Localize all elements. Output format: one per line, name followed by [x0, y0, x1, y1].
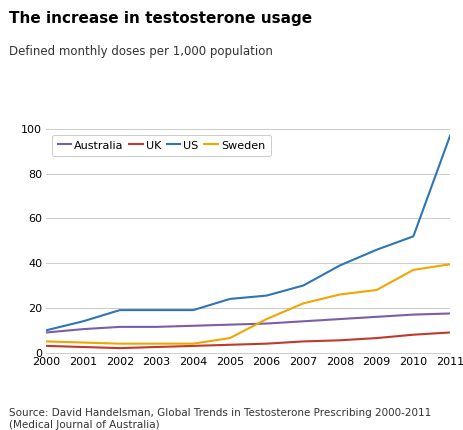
UK: [337, 338, 342, 343]
Australia: [263, 321, 269, 326]
UK: [446, 330, 452, 335]
Line: UK: UK: [46, 332, 449, 348]
Sweden: [263, 316, 269, 322]
Sweden: [80, 340, 86, 345]
Line: Australia: Australia: [46, 313, 449, 332]
Sweden: [117, 341, 122, 346]
US: [446, 133, 452, 138]
Australia: [410, 312, 415, 317]
Text: The increase in testosterone usage: The increase in testosterone usage: [9, 11, 312, 26]
UK: [373, 335, 379, 341]
Sweden: [226, 335, 232, 341]
Sweden: [337, 292, 342, 297]
US: [117, 307, 122, 313]
UK: [263, 341, 269, 346]
Australia: [80, 326, 86, 332]
Australia: [226, 322, 232, 327]
Australia: [117, 324, 122, 329]
US: [226, 296, 232, 301]
Sweden: [446, 262, 452, 267]
Legend: Australia, UK, US, Sweden: Australia, UK, US, Sweden: [52, 135, 270, 156]
Sweden: [373, 287, 379, 292]
UK: [190, 343, 195, 348]
UK: [80, 344, 86, 350]
US: [190, 307, 195, 313]
Sweden: [410, 267, 415, 273]
UK: [117, 346, 122, 351]
Text: Defined monthly doses per 1,000 population: Defined monthly doses per 1,000 populati…: [9, 45, 273, 58]
Australia: [337, 316, 342, 322]
US: [80, 319, 86, 324]
UK: [226, 342, 232, 347]
Australia: [190, 323, 195, 329]
US: [373, 247, 379, 252]
Line: US: US: [46, 136, 449, 330]
UK: [153, 344, 159, 350]
Sweden: [300, 301, 306, 306]
US: [337, 263, 342, 268]
Australia: [373, 314, 379, 319]
US: [300, 283, 306, 288]
Australia: [300, 319, 306, 324]
UK: [410, 332, 415, 337]
Sweden: [190, 341, 195, 346]
US: [410, 234, 415, 239]
Sweden: [153, 341, 159, 346]
Australia: [446, 311, 452, 316]
Text: Source: David Handelsman, Global Trends in Testosterone Prescribing 2000-2011
(M: Source: David Handelsman, Global Trends …: [9, 408, 431, 430]
UK: [300, 339, 306, 344]
US: [263, 293, 269, 298]
Line: Sweden: Sweden: [46, 264, 449, 344]
Sweden: [44, 339, 49, 344]
US: [44, 328, 49, 333]
US: [153, 307, 159, 313]
UK: [44, 343, 49, 348]
Australia: [44, 330, 49, 335]
Australia: [153, 324, 159, 329]
